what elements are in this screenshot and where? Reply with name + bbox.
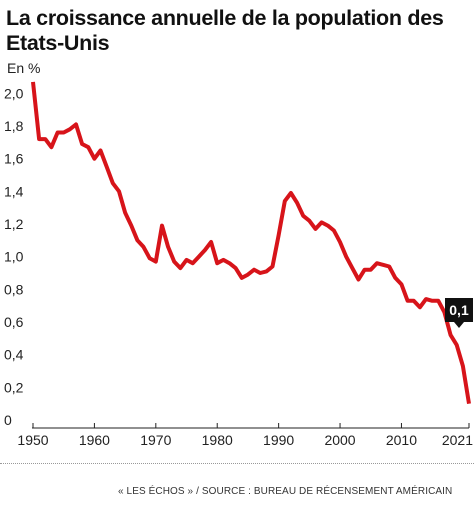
y-unit-label: En % <box>7 60 41 76</box>
x-tick-label: 2000 <box>324 432 355 448</box>
y-tick-label: 0,8 <box>4 281 24 297</box>
axes-group: 0 0,2 0,4 0,6 0,8 1,0 1,2 1,4 1,6 1,8 2,0 1950 1960 1… <box>4 85 473 448</box>
chart-title: La croissance annuelle de la population … <box>6 6 444 55</box>
y-tick-label: 1,8 <box>4 118 24 134</box>
annotation-label: 0,1 <box>449 302 469 318</box>
population-growth-line <box>31 81 471 405</box>
annotation-box <box>445 298 473 322</box>
y-tick-label: 2,0 <box>4 85 24 101</box>
source-note: « LES ÉCHOS » / SOURCE : BUREAU DE RÉCEN… <box>118 486 453 497</box>
x-tick-label: 1950 <box>17 432 48 448</box>
y-tick-label: 0,4 <box>4 347 24 363</box>
y-tick-label: 0,2 <box>4 379 24 395</box>
y-tick-label: 1,0 <box>4 249 24 265</box>
x-tick-label: 1960 <box>79 432 110 448</box>
x-tick-label: 1970 <box>140 432 171 448</box>
annotation-pointer <box>454 322 464 328</box>
footer-divider <box>0 463 474 464</box>
x-tick-label: 2021 <box>442 432 473 448</box>
y-tick-label: 1,6 <box>4 151 24 167</box>
x-tick-label: 1990 <box>263 432 294 448</box>
y-tick-label: 0 <box>4 412 12 428</box>
x-tick-label: 1980 <box>202 432 233 448</box>
marks-group: 0,1 <box>31 81 473 405</box>
y-tick-label: 1,4 <box>4 183 24 199</box>
y-tick-label: 0,6 <box>4 314 24 330</box>
x-tick-label: 2010 <box>386 432 417 448</box>
y-tick-label: 1,2 <box>4 216 24 232</box>
